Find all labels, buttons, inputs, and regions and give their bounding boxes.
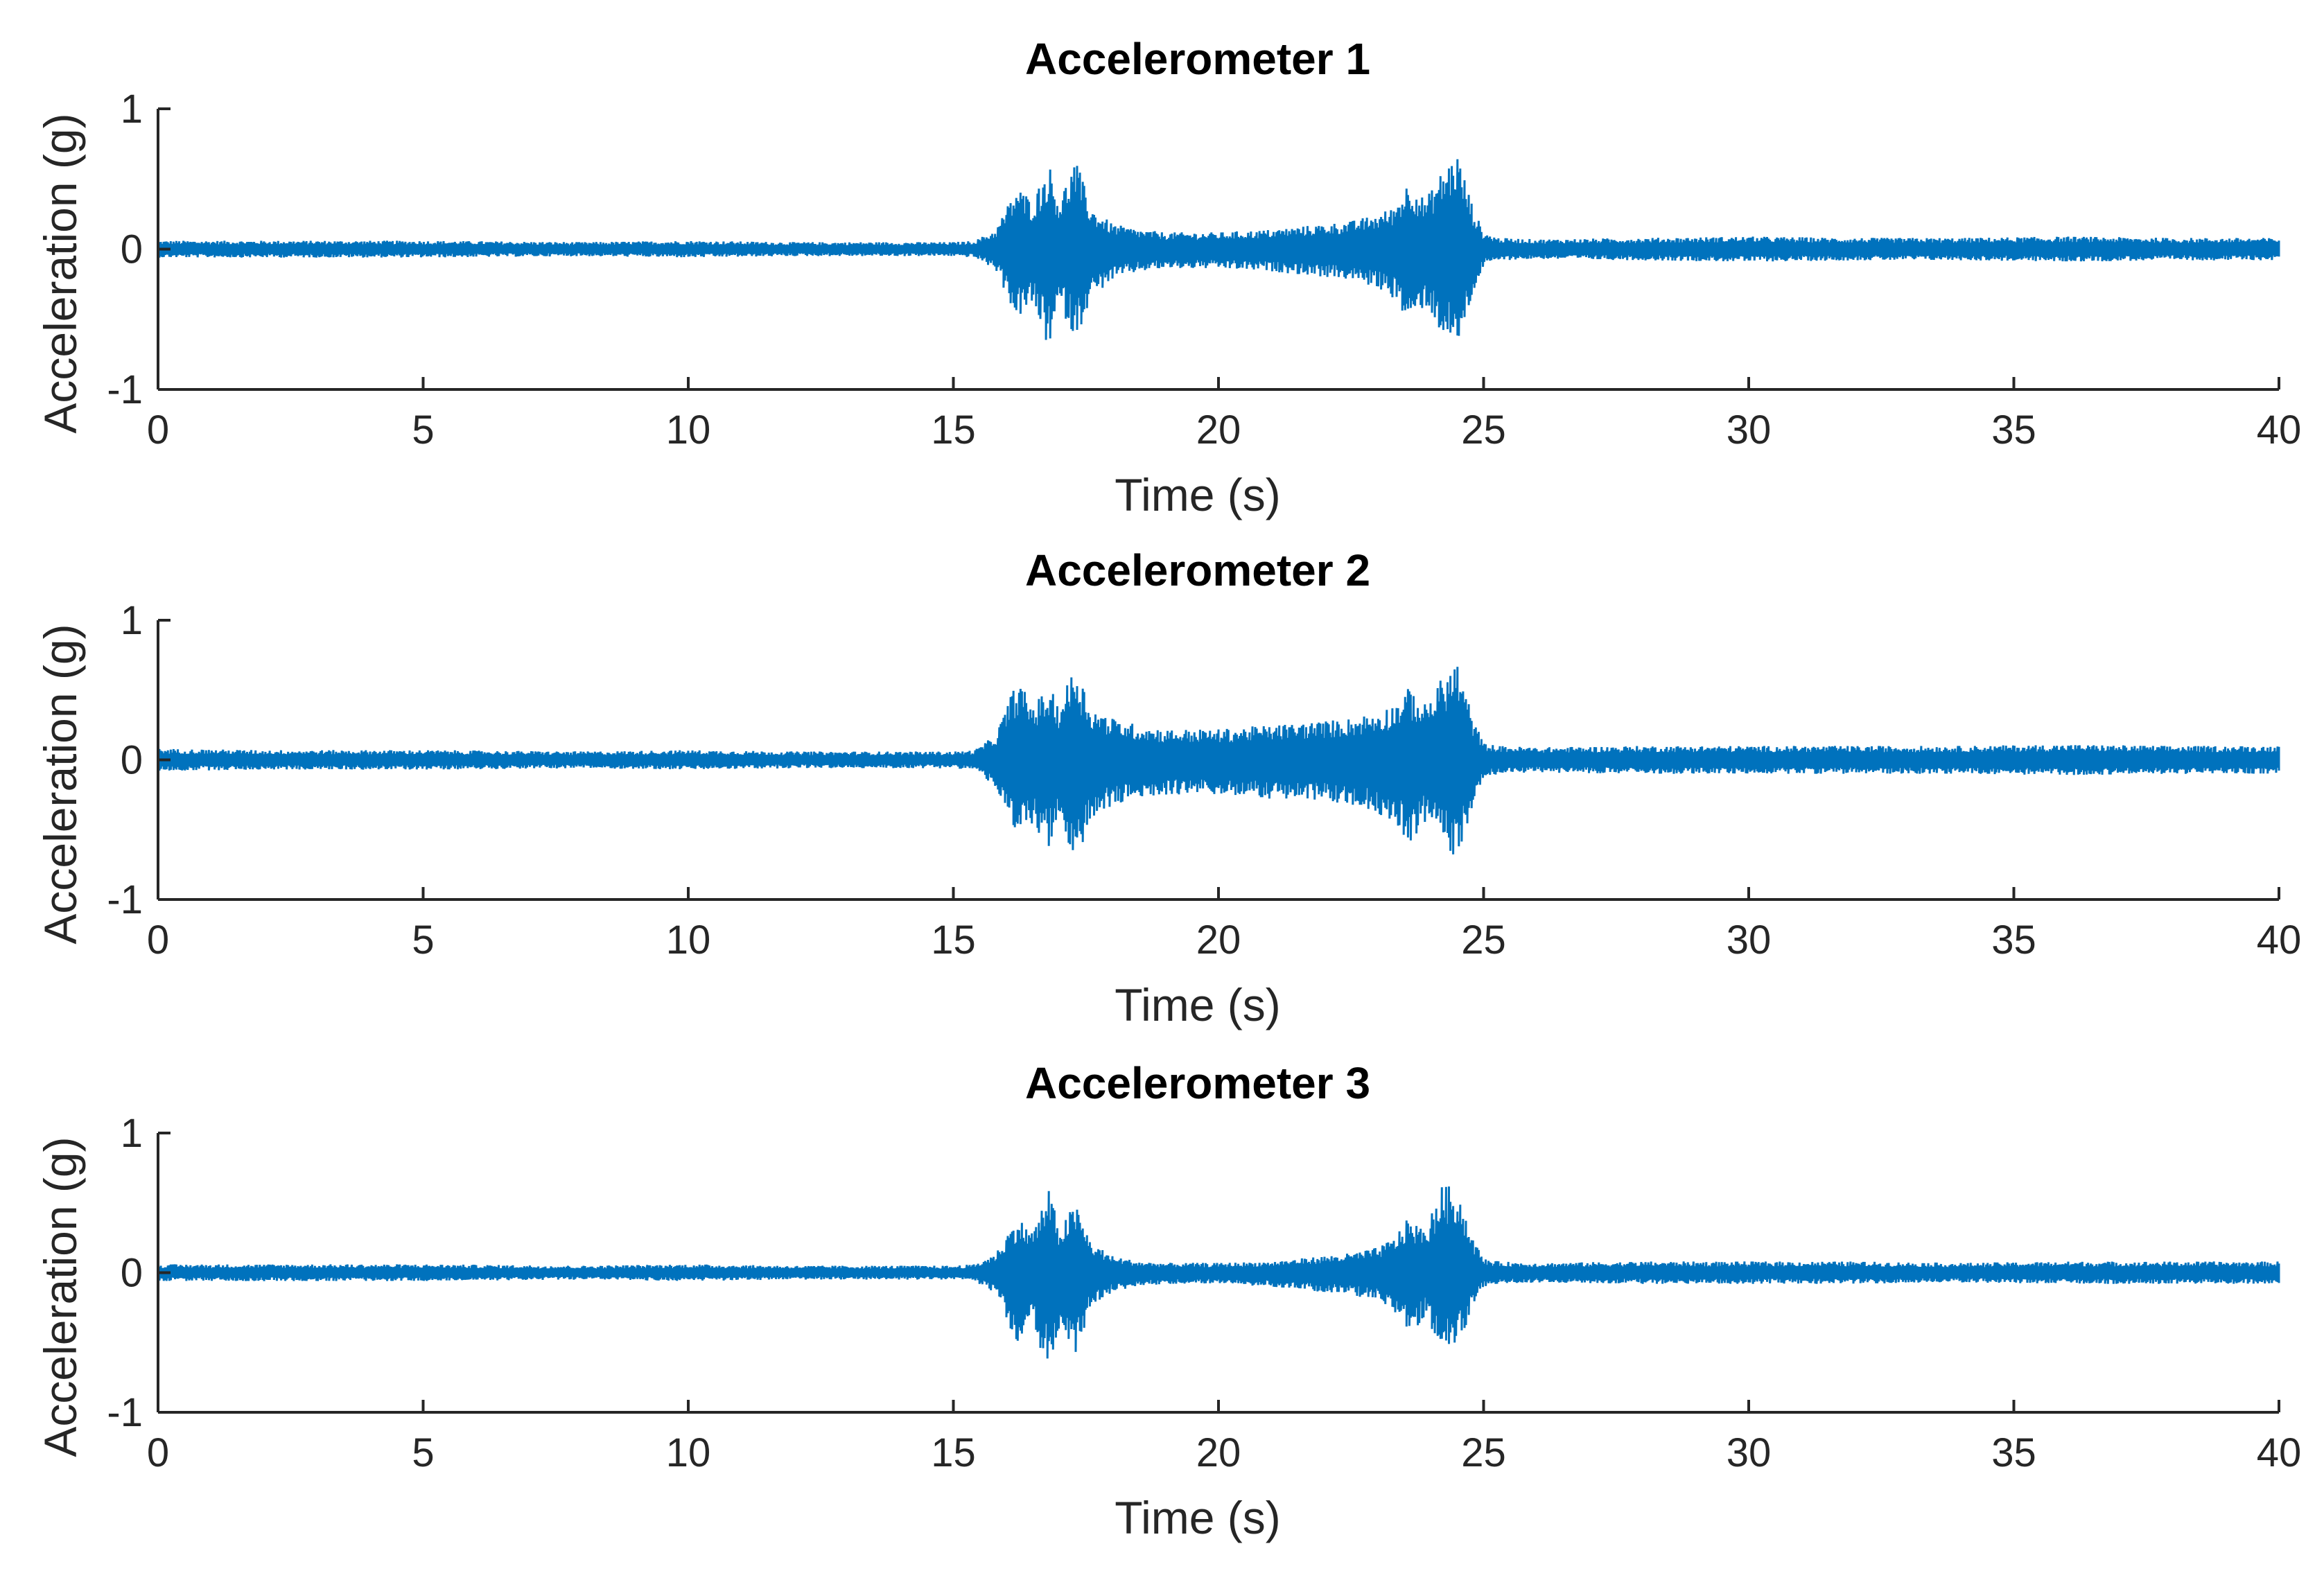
- chart-title: Accelerometer 2: [1025, 545, 1370, 595]
- chart-title: Accelerometer 3: [1025, 1058, 1370, 1108]
- x-tick-label: 10: [666, 918, 711, 963]
- x-tick-label: 25: [1461, 918, 1506, 963]
- y-tick-label: 0: [121, 227, 143, 272]
- y-tick-label: 0: [121, 1251, 143, 1296]
- x-tick-label: 40: [2257, 918, 2302, 963]
- signal-trace-1: [157, 159, 2280, 340]
- x-tick-label: 5: [412, 407, 434, 453]
- x-tick-label: 40: [2257, 407, 2302, 453]
- x-tick-label: 15: [931, 918, 976, 963]
- y-axis-label: Acceleration (g): [35, 1136, 86, 1457]
- x-tick-label: 15: [931, 407, 976, 453]
- x-tick-label: 0: [147, 1430, 169, 1475]
- x-tick-label: 30: [1727, 1430, 1772, 1475]
- x-tick-label: 40: [2257, 1430, 2302, 1475]
- y-tick-label: -1: [107, 367, 143, 412]
- x-tick-label: 5: [412, 918, 434, 963]
- x-tick-label: 10: [666, 1430, 711, 1475]
- x-tick-label: 0: [147, 918, 169, 963]
- x-tick-label: 20: [1196, 918, 1241, 963]
- x-tick-label: 0: [147, 407, 169, 453]
- y-tick-label: 1: [121, 598, 143, 643]
- x-axis-label: Time (s): [1115, 1492, 1281, 1543]
- y-tick-label: 1: [121, 1111, 143, 1156]
- y-axis-label: Acceleration (g): [35, 624, 86, 944]
- x-tick-label: 30: [1727, 407, 1772, 453]
- x-tick-label: 15: [931, 1430, 976, 1475]
- x-tick-label: 25: [1461, 1430, 1506, 1475]
- y-tick-label: -1: [107, 1390, 143, 1435]
- x-tick-label: 5: [412, 1430, 434, 1475]
- x-tick-label: 20: [1196, 1430, 1241, 1475]
- x-axis-label: Time (s): [1115, 979, 1281, 1030]
- x-tick-label: 25: [1461, 407, 1506, 453]
- x-tick-label: 35: [1991, 407, 2036, 453]
- y-axis-label: Acceleration (g): [35, 113, 86, 433]
- x-tick-label: 30: [1727, 918, 1772, 963]
- x-tick-label: 35: [1991, 918, 2036, 963]
- signal-trace-2: [157, 667, 2280, 854]
- y-tick-label: -1: [107, 877, 143, 922]
- x-axis-label: Time (s): [1115, 469, 1281, 520]
- y-tick-label: 0: [121, 738, 143, 783]
- y-tick-label: 1: [121, 87, 143, 132]
- x-tick-label: 35: [1991, 1430, 2036, 1475]
- x-tick-label: 10: [666, 407, 711, 453]
- chart-title: Accelerometer 1: [1025, 34, 1370, 84]
- x-tick-label: 20: [1196, 407, 1241, 453]
- signal-trace-3: [157, 1186, 2280, 1359]
